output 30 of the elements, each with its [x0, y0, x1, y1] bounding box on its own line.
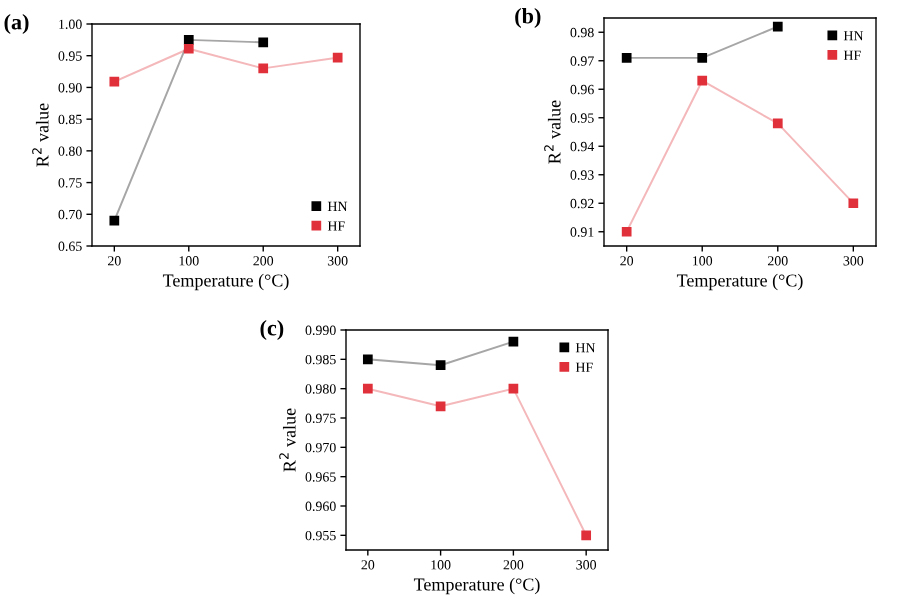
point — [109, 76, 120, 87]
x-axis-title: Temperature (°C) — [413, 577, 540, 595]
point — [508, 336, 519, 347]
point — [848, 198, 859, 209]
point — [332, 52, 343, 63]
y-axis-title: R$^{2}$ value — [544, 100, 561, 164]
point — [508, 383, 519, 394]
point — [183, 35, 194, 45]
point — [435, 401, 446, 412]
point — [109, 215, 120, 226]
chart-title: (a) — [4, 13, 29, 35]
point — [621, 53, 632, 63]
point — [772, 21, 783, 32]
point — [772, 118, 783, 129]
y-axis-title: R$^{2}$ value — [32, 103, 49, 167]
point — [697, 53, 708, 63]
point — [362, 383, 373, 394]
chart-title: (b) — [515, 7, 541, 29]
x-axis-title: Temperature (°C) — [676, 273, 803, 291]
chart-title: (c) — [260, 319, 284, 341]
x-axis-title: Temperature (°C) — [162, 273, 289, 291]
point — [435, 360, 446, 371]
point — [258, 63, 269, 74]
y-axis-title: R$^{2}$ value — [279, 408, 296, 472]
point — [621, 226, 632, 237]
point — [362, 354, 373, 365]
point — [258, 37, 269, 48]
point — [581, 530, 592, 541]
point — [183, 43, 194, 54]
point — [697, 75, 708, 86]
